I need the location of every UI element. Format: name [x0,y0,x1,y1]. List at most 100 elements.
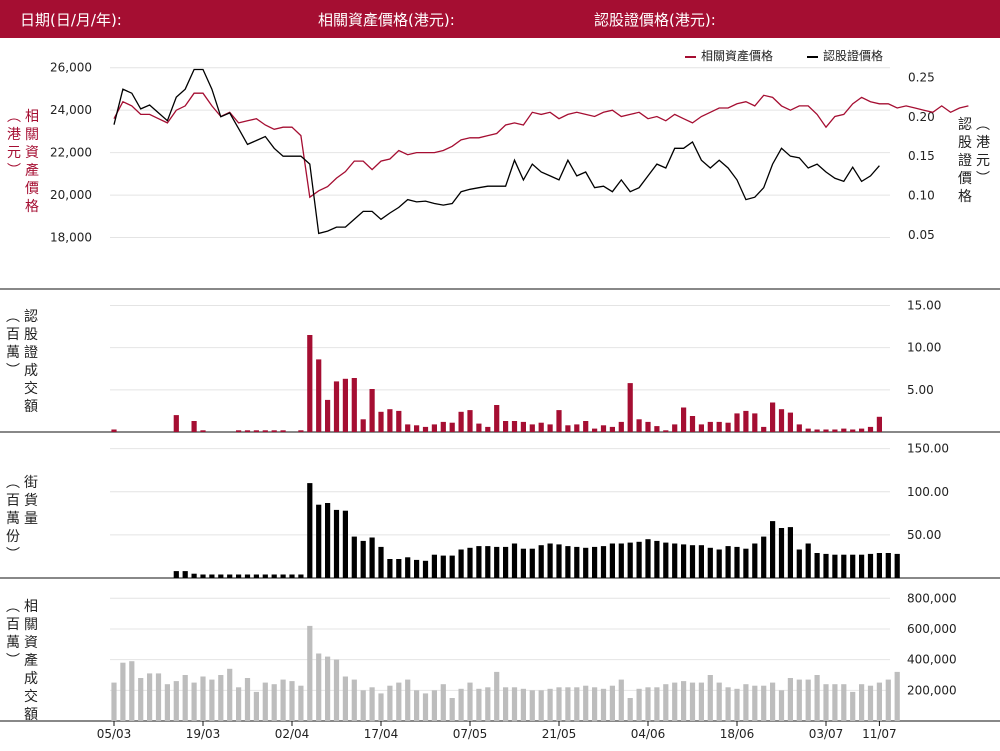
outstanding-bar [859,554,865,578]
outstanding-bar [351,536,357,578]
underlying-turnover-tick-label: 200,000 [907,683,957,697]
outstanding-bar [716,549,722,578]
warrant-price-label: 認股證價格(港元): [594,11,716,29]
warrant-turnover-bar [761,426,767,432]
underlying-turnover-bar [253,691,259,721]
outstanding-bar [307,483,313,578]
outstanding-bar [761,536,767,578]
warrant-turnover-bar [422,426,429,432]
underlying-turnover-bar [805,679,811,721]
warrant-turnover-bar [529,424,535,432]
outstanding-bar [405,557,411,578]
underlying-turnover-bar [663,684,669,721]
x-tick-label: 07/05 [453,727,488,741]
underlying-turnover-bar [138,678,144,721]
underlying-turnover-bar [360,690,366,721]
outstanding-bar [520,548,526,578]
warrant-turnover-bar [565,425,571,433]
outstanding-bar [200,574,206,578]
right-tick-label: 0.25 [908,70,935,84]
outstanding-bar [529,548,535,578]
underlying-turnover-bar [556,687,562,722]
underlying-turnover-bar [574,687,580,722]
left-tick-label: 20,000 [50,188,92,202]
warrant-turnover-bar [396,410,402,432]
axis-title-warrant-turnover: ︵ 百萬 ︶認股證成交額 [6,309,38,415]
legend-label-underlying: 相關資產價格 [701,49,774,63]
outstanding-bar [752,543,758,578]
warrant-turnover-bar [770,402,776,432]
outstanding-bar [298,574,304,578]
outstanding-bar [814,553,820,578]
underlying-turnover-bar [832,684,838,721]
legend-warrant: 認股證價格 [807,47,883,64]
underlying-turnover-bar [814,675,820,721]
warrant-turnover-bar [271,430,277,432]
warrant-turnover-bar [867,426,874,432]
warrant-turnover-bar [511,421,518,432]
warrant-turnover-bar [707,421,713,432]
underlying-turnover-bar [609,685,615,721]
warrant-turnover-bar [592,428,598,432]
underlying-turnover-bar [307,625,313,721]
warrant-turnover-bar [476,423,482,432]
underlying-turnover-bar [850,691,856,721]
warrant-turnover-bar [805,428,811,432]
outstanding-bar [182,571,188,578]
underlying-turnover-bar [271,684,277,721]
underlying-turnover-bar [761,685,767,721]
underlying-turnover-bar [841,684,847,721]
warrant-turnover-bar [360,419,366,432]
outstanding-bar [672,543,678,578]
warrant-turnover-bar [716,421,722,432]
warrant-turnover-bar [503,421,509,432]
warrant-turnover-bar [600,425,607,433]
warrant-turnover-bar [636,419,642,432]
underlying-turnover-bar [405,679,411,721]
underlying-turnover-bar [218,675,224,721]
outstanding-bar [574,546,580,578]
outstanding-bar [369,537,375,578]
warrant-turnover-bar [280,430,286,432]
x-tick-label: 03/07 [809,727,844,741]
warrant-turnover-bar [298,430,304,432]
underlying-turnover-tick-label: 400,000 [907,653,957,667]
underlying-turnover-bar [262,682,268,721]
warrant-turnover-bar [191,421,197,432]
underlying-turnover-bar [111,682,117,721]
legend-swatch-warrant [807,55,818,58]
x-tick-label: 18/06 [720,727,755,741]
warrant-turnover-bar [787,412,793,432]
axis-title-underlying-turnover: ︵ 百萬 ︶相關資產成交額 [6,599,38,723]
warrant-turnover-bar [645,421,651,432]
outstanding-bar [485,546,491,578]
outstanding-bar [681,544,687,578]
outstanding-bar [778,528,785,578]
warrant-turnover-bar [307,335,313,432]
underlying-turnover-bar [378,693,384,721]
warrant-turnover-bar [654,426,660,432]
left-tick-label: 22,000 [50,146,92,160]
outstanding-bar [431,554,437,578]
underlying-turnover-bar [743,684,749,721]
warrant-turnover-bar [725,422,731,432]
underlying-turnover-bar [796,679,802,721]
warrant-turnover-bar [431,424,437,432]
warrant-turnover-bar [734,413,740,432]
underlying-turnover-bar [236,687,242,722]
outstanding-bar [449,555,455,578]
outstanding-bar [867,553,874,578]
warrant-turnover-bar [574,424,580,432]
warrant-turnover-bar [850,429,856,432]
underlying-turnover-bar [503,687,509,722]
warrant-turnover-bar [173,415,179,432]
left-axis-title-underlying: ︵ 港元 ︶相關資產價格 [7,109,39,215]
warrant-turnover-bar [458,411,464,433]
underlying-turnover-bar [770,682,776,721]
warrant-turnover-bar [627,383,633,432]
left-tick-label: 26,000 [50,61,92,75]
underlying-turnover-bar [333,659,340,721]
warrant-turnover-bar [538,422,544,432]
outstanding-bar [271,574,277,578]
underlying-turnover-bar [520,688,526,721]
